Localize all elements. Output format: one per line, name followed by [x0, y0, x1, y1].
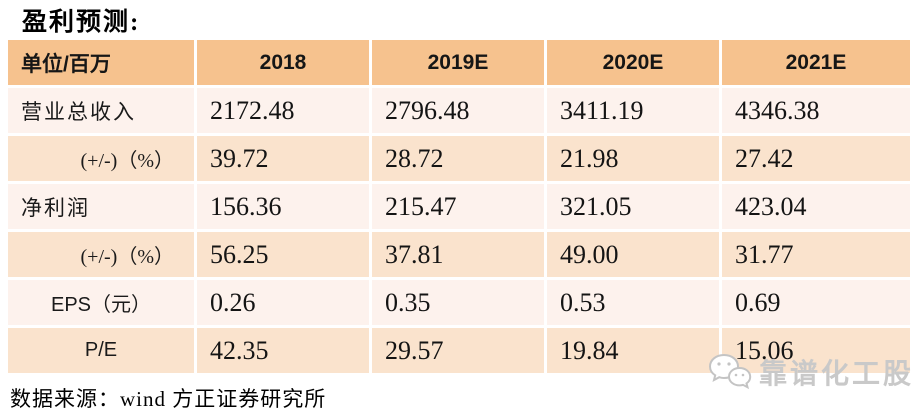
table-cell: 42.35 — [197, 328, 369, 373]
table-cell: 49.00 — [547, 232, 719, 277]
table-cell: 423.04 — [722, 184, 910, 229]
profit-forecast-table: 单位/百万 2018 2019E 2020E 2021E 营业总收入 2172.… — [8, 40, 910, 373]
table-cell: 37.81 — [372, 232, 544, 277]
row-label-profit-growth: (+/-)（%） — [8, 232, 194, 277]
page-title: 盈利预测: — [22, 9, 141, 36]
wechat-icon — [707, 352, 753, 392]
row-label-pe: P/E — [8, 328, 194, 373]
data-source: 数据来源：wind 方正证券研究所 — [10, 387, 327, 411]
table-cell: 156.36 — [197, 184, 369, 229]
table-cell: 15.06 — [722, 328, 910, 373]
table-cell: 4346.38 — [722, 88, 910, 133]
table-cell: 28.72 — [372, 136, 544, 181]
row-label-revenue: 营业总收入 — [8, 88, 194, 133]
watermark: 靠谱化工股 — [707, 352, 914, 392]
table-cell: 21.98 — [547, 136, 719, 181]
watermark-text: 靠谱化工股 — [758, 358, 914, 389]
header-2021e: 2021E — [722, 40, 910, 85]
table-cell: 0.69 — [722, 280, 910, 325]
header-2018: 2018 — [197, 40, 369, 85]
table-cell: 2172.48 — [197, 88, 369, 133]
header-2019e: 2019E — [372, 40, 544, 85]
table-cell: 2796.48 — [372, 88, 544, 133]
table-cell: 27.42 — [722, 136, 910, 181]
table-cell: 0.26 — [197, 280, 369, 325]
table-cell: 56.25 — [197, 232, 369, 277]
table-cell: 3411.19 — [547, 88, 719, 133]
table-cell: 19.84 — [547, 328, 719, 373]
row-label-net-profit: 净利润 — [8, 184, 194, 229]
table-cell: 215.47 — [372, 184, 544, 229]
table-cell: 39.72 — [197, 136, 369, 181]
row-label-revenue-growth: (+/-)（%） — [8, 136, 194, 181]
row-label-eps: EPS（元） — [8, 280, 194, 325]
header-2020e: 2020E — [547, 40, 719, 85]
header-unit: 单位/百万 — [8, 40, 194, 85]
table-cell: 31.77 — [722, 232, 910, 277]
table-cell: 29.57 — [372, 328, 544, 373]
table-cell: 0.53 — [547, 280, 719, 325]
table-cell: 0.35 — [372, 280, 544, 325]
table-cell: 321.05 — [547, 184, 719, 229]
